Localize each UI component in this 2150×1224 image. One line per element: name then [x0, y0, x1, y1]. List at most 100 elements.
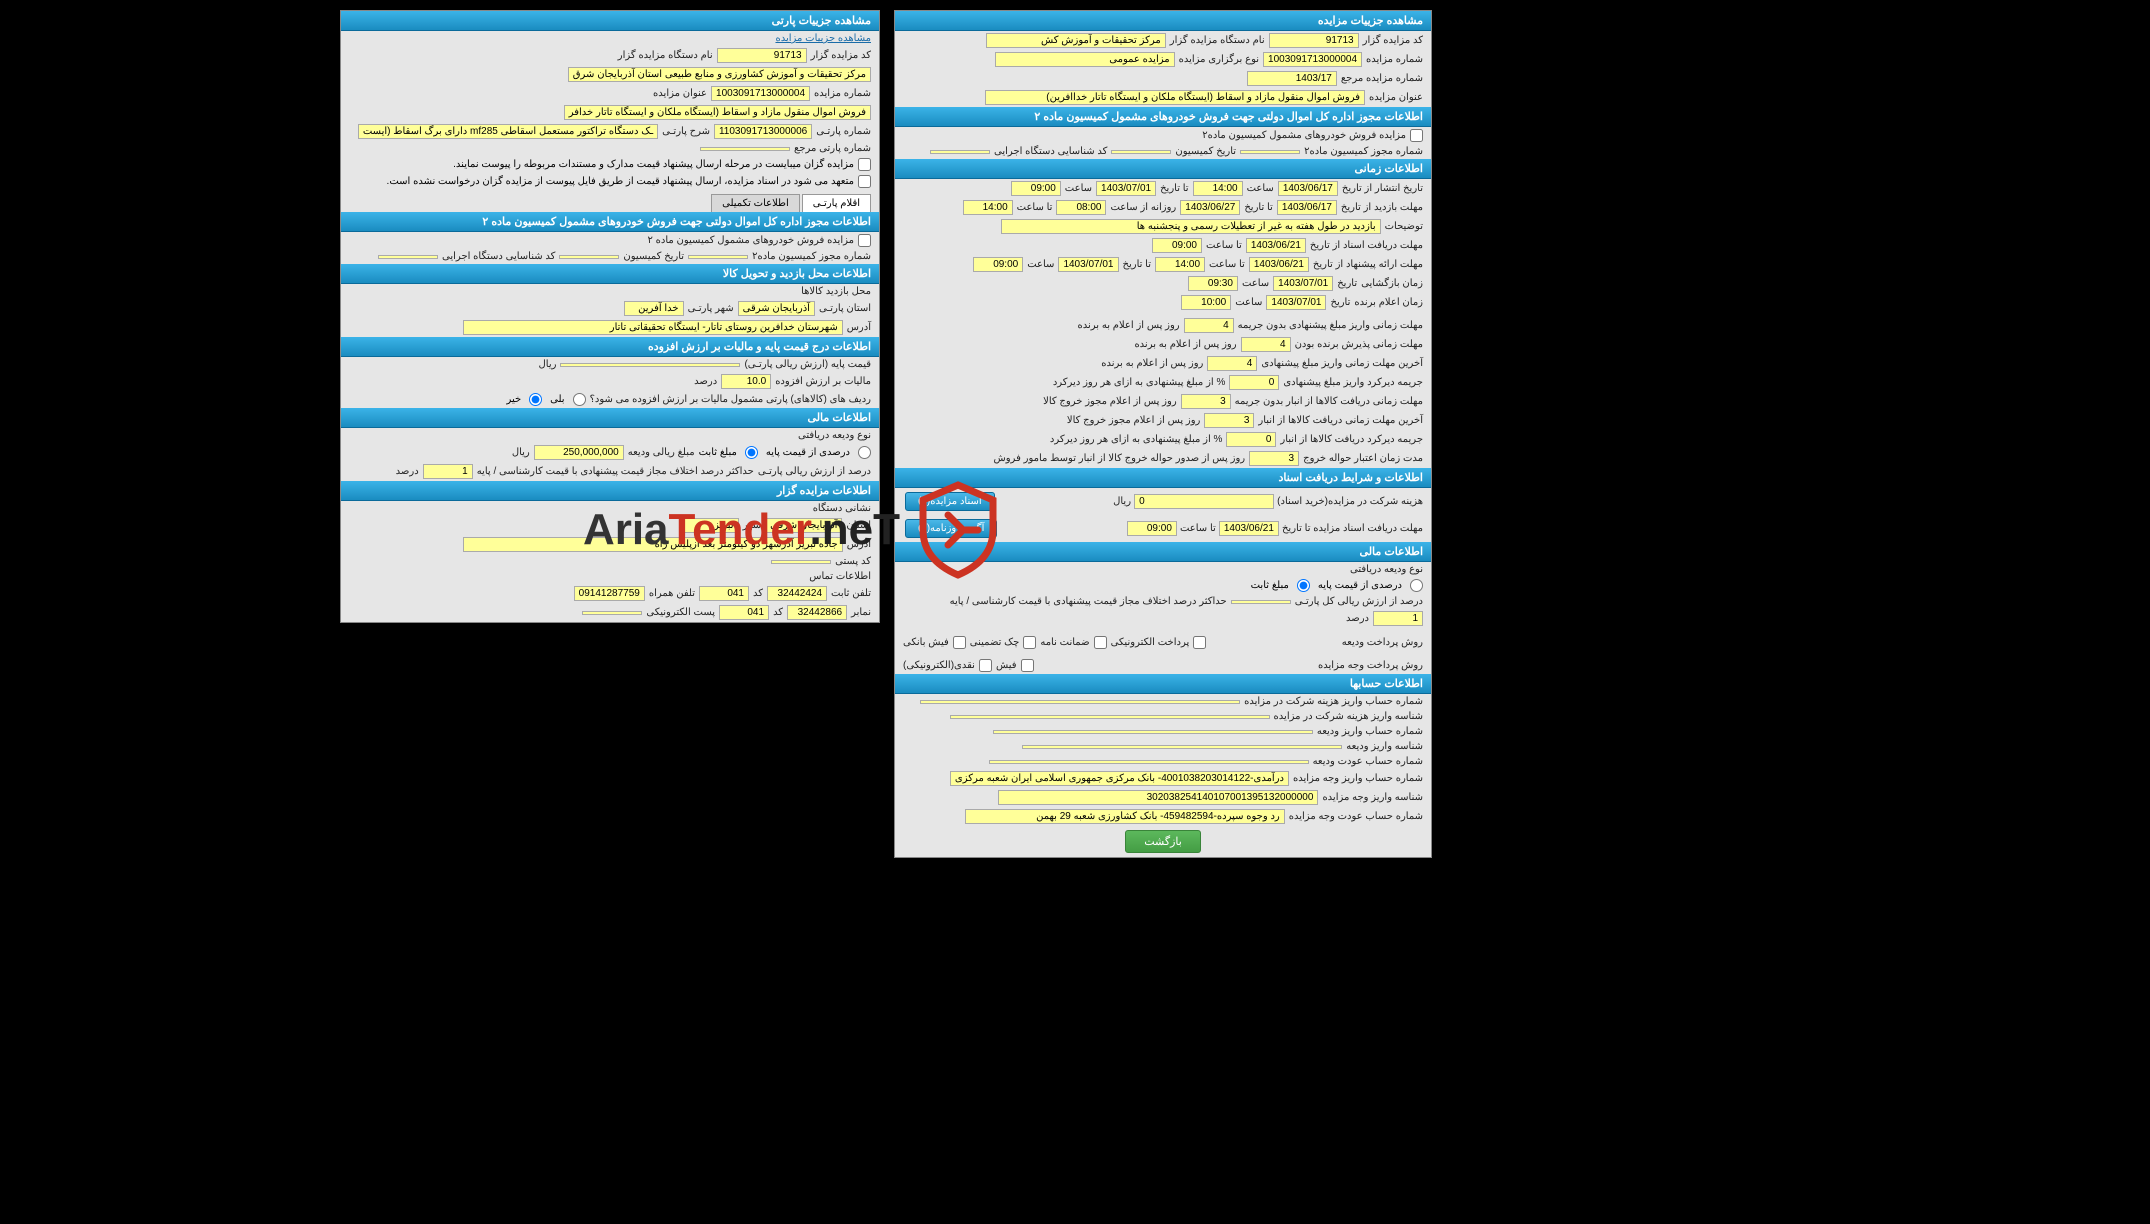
radio-no[interactable] — [529, 393, 542, 406]
perm-exec-label: کد شناسایی دستگاه اجرایی — [994, 146, 1107, 157]
province-val: آذربایجان شرقی — [738, 301, 815, 316]
province2-val: آذربایجان شرقی — [765, 518, 842, 533]
radio-pct-base-l[interactable] — [858, 446, 871, 459]
title-value: فروش اموال منقول مازاد و اسقاط (ایستگاه … — [985, 90, 1365, 105]
fax-val: 32442866 — [787, 605, 847, 620]
perm-label: مزایده فروش خودروهای مشمول کمیسیون ماده۲ — [1202, 130, 1406, 141]
perm-checkbox[interactable] — [1410, 129, 1423, 142]
visit-from-date: 1403/06/17 — [1277, 200, 1337, 215]
l-code-val: 91713 — [717, 48, 807, 63]
visit-daily-to: 14:00 — [963, 200, 1013, 215]
email-val — [582, 611, 642, 615]
perm-date-l — [559, 255, 619, 259]
phone-val: 32442424 — [767, 586, 827, 601]
winner-date: 1403/07/01 — [1266, 295, 1326, 310]
doc-deadline-date: 1403/06/21 — [1219, 521, 1279, 536]
note1-chk[interactable] — [858, 158, 871, 171]
perm-exec-value — [930, 150, 990, 154]
pub-from-time: 14:00 — [1193, 181, 1243, 196]
perm-num-l — [688, 255, 748, 259]
ads-button[interactable]: آگهی روزنامه(٠) — [905, 519, 997, 538]
acc1-val — [920, 700, 1240, 704]
pub-to-date: 1403/07/01 — [1096, 181, 1156, 196]
header-org-info: اطلاعات مزایده گزار — [341, 481, 879, 501]
visit-note: بازدید در طول هفته به غیر از تعطیلات رسم… — [1001, 219, 1381, 234]
deposit-amt-val: 250,000,000 — [534, 445, 624, 460]
back-button[interactable]: بازگشت — [1125, 830, 1201, 853]
radio-fixed-l[interactable] — [745, 446, 758, 459]
remit-val: 3 — [1249, 451, 1299, 466]
chk-bank[interactable] — [953, 636, 966, 649]
title-label: عنوان مزایده — [1369, 92, 1423, 103]
addr2-val: جاده تبریز آذرشهر دو کیلومتر بعد ازپلیس … — [463, 537, 843, 552]
acc4-val — [1022, 745, 1342, 749]
chk-elec[interactable] — [1193, 636, 1206, 649]
visit-daily-from: 08:00 — [1056, 200, 1106, 215]
chk-cheque[interactable] — [1023, 636, 1036, 649]
radio-fixed[interactable] — [1297, 579, 1310, 592]
goods-penalty-val: 0 — [1226, 432, 1276, 447]
max-diff-val: 1 — [1373, 611, 1423, 626]
docs-button[interactable]: اسناد مزایده(4) — [905, 492, 995, 511]
header-permission-l: اطلاعات مجوز اداره کل اموال دولتی جهت فر… — [341, 212, 879, 232]
party-num-val: 1103091713000006 — [714, 124, 812, 139]
chk-cash-elec[interactable] — [979, 659, 992, 672]
perm-chk-l[interactable] — [858, 234, 871, 247]
acc6-val: درآمدی-4001038203014122- بانک مرکزی جمهو… — [950, 771, 1289, 786]
base-price-val — [560, 363, 740, 367]
l-org-val: مرکز تحقیقات و آموزش کشاورزی و منابع طبی… — [568, 67, 871, 82]
header-visit-loc: اطلاعات محل بازدید و تحویل کالا — [341, 264, 879, 284]
radio-pct-base[interactable] — [1410, 579, 1423, 592]
party-detail-panel: مشاهده جزییات پارتی مشاهده جزییات مزایده… — [340, 10, 880, 623]
offer-from-t: 14:00 — [1155, 257, 1205, 272]
city2-val: تبریز — [679, 518, 739, 533]
perm-date-label: تاریخ کمیسیون — [1175, 146, 1236, 157]
pct-total-val — [1231, 600, 1291, 604]
type-value: مزایده عمومی — [995, 52, 1175, 67]
perm-date-value — [1111, 150, 1171, 154]
acc8-val: رد وجوه سپرده-459482594- بانک کشاورزی شع… — [965, 809, 1285, 824]
phone-code: 041 — [699, 586, 749, 601]
l-title-val: فروش اموال منقول مازاد و اسقاط (ایستگاه … — [564, 105, 871, 120]
auction-detail-link[interactable]: مشاهده جزییات مزایده — [341, 31, 879, 46]
penalty-val: 0 — [1229, 375, 1279, 390]
header-doc-conditions: اطلاعات و شرایط دریافت اسناد — [895, 468, 1431, 488]
ref-num-label: شماره مزایده مرجع — [1341, 73, 1423, 84]
org-value: مرکز تحقیقات و آموزش کش — [986, 33, 1166, 48]
vat-val: 10.0 — [721, 374, 771, 389]
addr-val: شهرستان خدافرین روستای تاتار- ایستگاه تح… — [463, 320, 843, 335]
doc-recv-from: 1403/06/21 — [1246, 238, 1306, 253]
ref-val — [700, 147, 790, 151]
note2-chk[interactable] — [858, 175, 871, 188]
auc-num-label: شماره مزایده — [1366, 54, 1423, 65]
header-financial: اطلاعات مالی — [895, 542, 1431, 562]
deadline1-val: 4 — [1184, 318, 1234, 333]
pub-to-time: 09:00 — [1011, 181, 1061, 196]
perm-num-value — [1240, 150, 1300, 154]
max-diff-val-l: 1 — [423, 464, 473, 479]
winner-time: 10:00 — [1181, 295, 1231, 310]
exec-val-l — [378, 255, 438, 259]
offer-to: 1403/07/01 — [1058, 257, 1118, 272]
tab-extra-info[interactable]: اطلاعات تکمیلی — [711, 194, 800, 212]
chk-fish[interactable] — [1021, 659, 1034, 672]
radio-yes[interactable] — [573, 393, 586, 406]
type-label: نوع برگزاری مزایده — [1179, 54, 1259, 65]
party-desc-val: ـک دستگاه تراکتور مستعمل اسقاطی mf285 دا… — [358, 124, 658, 139]
header-accounts: اطلاعات حسابها — [895, 674, 1431, 694]
goods-recv2-val: 3 — [1204, 413, 1254, 428]
mobile-val: 09141287759 — [574, 586, 645, 601]
tab-items[interactable]: اقلام پارتـی — [802, 194, 871, 212]
header-base-price: اطلاعات درج قیمت پایه و مالیات بر ارزش ا… — [341, 337, 879, 357]
open-time: 09:30 — [1188, 276, 1238, 291]
chk-guarantee[interactable] — [1094, 636, 1107, 649]
org-label: نام دستگاه مزایده گزار — [1170, 35, 1265, 46]
ref-num-value: 1403/17 — [1247, 71, 1337, 86]
acc7-val: 302038254140107001395132000000 — [998, 790, 1318, 805]
header-auction-detail: مشاهده جزییات مزایده — [895, 11, 1431, 31]
acc5-val — [989, 760, 1309, 764]
visit-to-date: 1403/06/27 — [1180, 200, 1240, 215]
header-permission: اطلاعات مجوز اداره کل اموال دولتی جهت فر… — [895, 107, 1431, 127]
acc3-val — [993, 730, 1313, 734]
postal-val — [771, 560, 831, 564]
